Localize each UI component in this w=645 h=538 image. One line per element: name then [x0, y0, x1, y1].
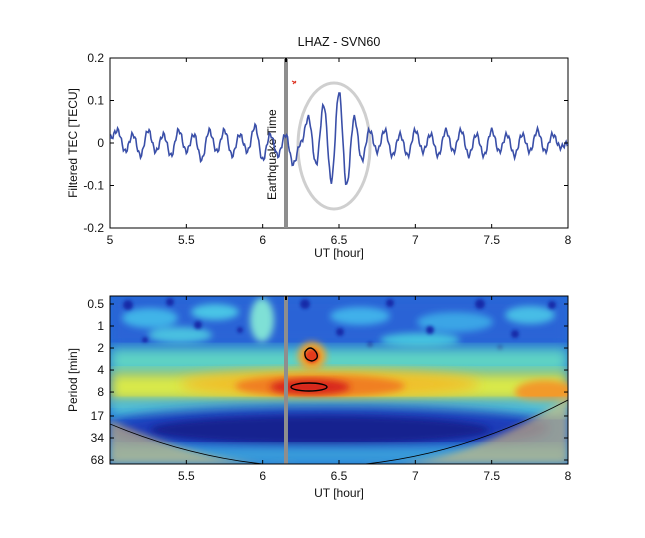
- top-x-tick-label: 5: [107, 233, 114, 247]
- bottom-y-tick-label: 4: [97, 363, 104, 377]
- bottom-y-tick-label: 0.5: [87, 297, 104, 311]
- top-x-tick-label: 7.5: [483, 233, 500, 247]
- bottom-x-tick-label: 7: [412, 469, 419, 483]
- bottom-x-tick-label: 5.5: [178, 469, 195, 483]
- top-y-tick-label: 0: [97, 136, 104, 150]
- bottom-y-tick-label: 34: [91, 431, 105, 445]
- top-y-tick-label: 0.2: [87, 51, 104, 65]
- top-x-tick-label: 6.5: [331, 233, 348, 247]
- top-plot: LHAZ - SVN60 Earthquake Time 5 5.5 6 6.5 7 7.…: [66, 35, 572, 260]
- disturbance-ellipse: [296, 81, 372, 211]
- bottom-xlabel: UT [hour]: [314, 486, 364, 500]
- top-y-tick-label: -0.2: [83, 221, 104, 235]
- top-x-tick-label: 7: [412, 233, 419, 247]
- red-marker: [291, 80, 297, 85]
- bottom-y-tick-label: 1: [97, 319, 104, 333]
- bottom-ylabel: Period [min]: [66, 348, 80, 412]
- bottom-plot: 5.5 6 6.5 7 7.5 8 0.5 1 2 4 8 17 34 68 UT [hour] Per…: [66, 295, 572, 500]
- top-x-tick-label: 6: [259, 233, 266, 247]
- top-y-tick-label: 0.1: [87, 94, 104, 108]
- bottom-y-tick-label: 2: [97, 341, 104, 355]
- top-plot-title: LHAZ - SVN60: [298, 35, 381, 49]
- bottom-y-ticks: 0.5 1 2 4 8 17 34 68: [87, 297, 568, 467]
- bottom-x-tick-label: 8: [565, 469, 572, 483]
- top-y-tick-label: -0.1: [83, 179, 104, 193]
- top-x-ticks: 5 5.5 6 6.5 7 7.5 8: [107, 58, 572, 247]
- top-series-group: [110, 92, 568, 186]
- tec-series-line: [110, 92, 568, 186]
- top-plot-frame: [109, 57, 569, 229]
- contour-8min: [290, 382, 328, 392]
- top-ylabel: Filtered TEC [TECU]: [66, 88, 80, 198]
- bottom-y-tick-label: 8: [97, 385, 104, 399]
- coi-left: [110, 420, 300, 464]
- top-x-tick-label: 5.5: [178, 233, 195, 247]
- contour-2min: [304, 347, 319, 362]
- bottom-y-tick-label: 68: [91, 453, 105, 467]
- event-label: Earthquake Time: [265, 109, 279, 200]
- bottom-x-ticks: 5.5 6 6.5 7 7.5 8: [178, 296, 572, 483]
- bottom-x-tick-label: 6: [259, 469, 266, 483]
- bottom-x-tick-label: 7.5: [483, 469, 500, 483]
- bottom-y-tick-label: 17: [91, 409, 105, 423]
- coi-curve: [110, 399, 568, 464]
- coi-right: [360, 396, 568, 464]
- top-xlabel: UT [hour]: [314, 246, 364, 260]
- top-y-ticks: 0.2 0.1 0 -0.1 -0.2: [83, 51, 568, 235]
- top-x-tick-label: 8: [565, 233, 572, 247]
- bottom-x-tick-label: 6.5: [331, 469, 348, 483]
- wavelet-heatmap: [110, 296, 568, 464]
